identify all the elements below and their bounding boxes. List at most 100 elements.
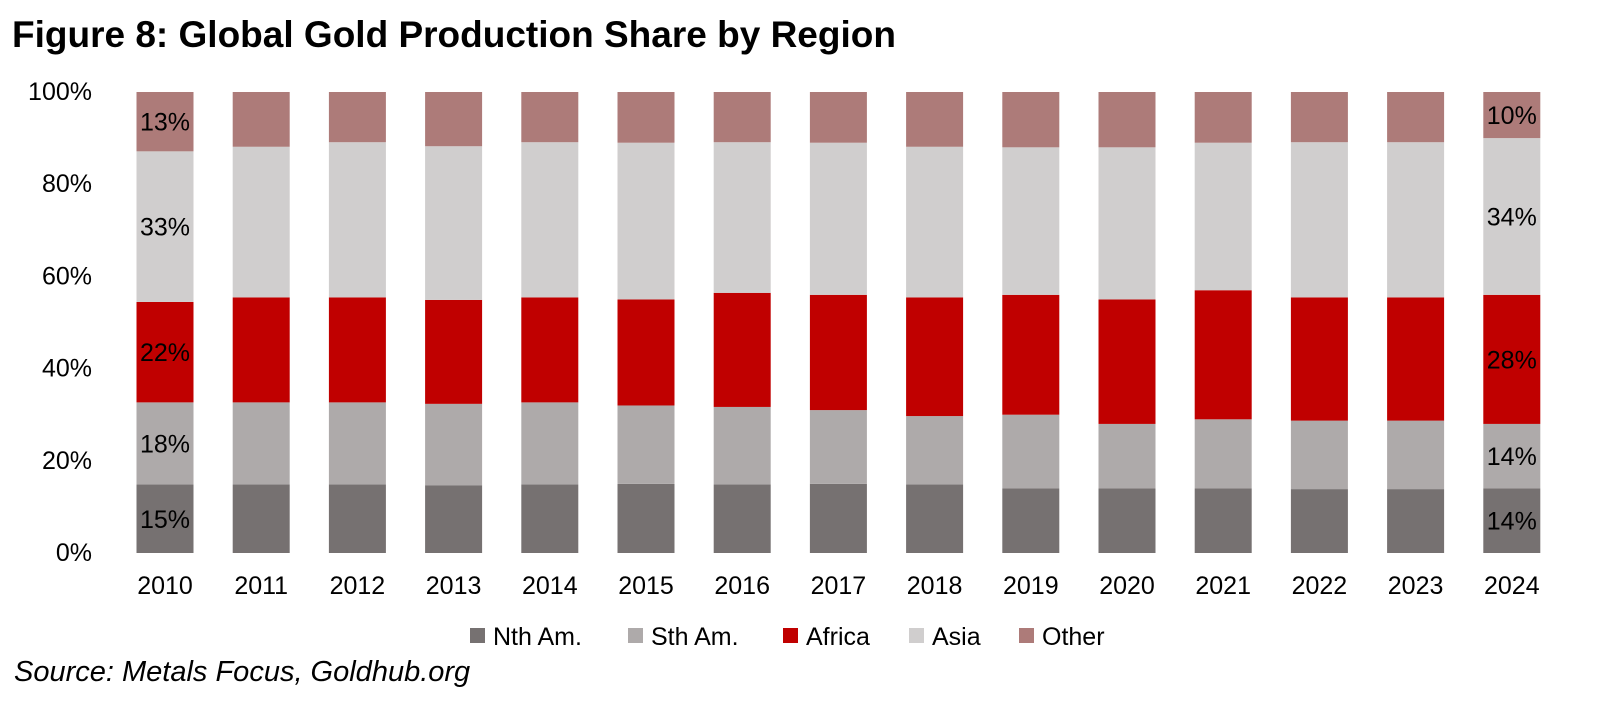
data-label-africa-2024: 28% xyxy=(1487,346,1537,374)
bar-segment-nth-am-2019 xyxy=(1002,488,1060,553)
bar-segment-africa-2013 xyxy=(425,299,483,404)
bar-segment-other-2018 xyxy=(906,92,964,147)
y-tick-label: 0% xyxy=(56,539,92,567)
data-labels: 15% 18% 22% 33% 13% 14% 14% 28% 34% 10% xyxy=(140,102,1537,536)
legend-label-asia: Asia xyxy=(932,623,981,651)
data-label-nth-am-2010: 15% xyxy=(140,506,190,534)
bar-segment-nth-am-2016 xyxy=(713,484,771,553)
bar-segment-nth-am-2012 xyxy=(328,484,386,553)
y-axis: 0% 20% 40% 60% 80% 100% xyxy=(28,78,92,567)
source-note: Source: Metals Focus, Goldhub.org xyxy=(14,656,471,688)
x-tick-label: 2020 xyxy=(1099,572,1155,600)
legend-label-nth-am: Nth Am. xyxy=(493,623,582,651)
bar-segment-asia-2016 xyxy=(713,142,771,293)
bar-segment-sth-am-2017 xyxy=(809,410,867,484)
legend: Nth Am. Sth Am. Africa Asia Other xyxy=(470,623,1105,651)
x-tick-label: 2012 xyxy=(330,572,386,600)
bar-segment-africa-2021 xyxy=(1194,290,1252,420)
bar-segment-africa-2024 xyxy=(1483,294,1541,424)
data-label-africa-2010: 22% xyxy=(140,339,190,367)
bar-segment-sth-am-2011 xyxy=(232,402,290,485)
bar-segment-africa-2010 xyxy=(136,301,194,403)
bar-segment-sth-am-2016 xyxy=(713,406,771,485)
bar-segment-sth-am-2018 xyxy=(906,416,964,485)
bar-segment-asia-2014 xyxy=(521,142,579,298)
bar-segment-sth-am-2024 xyxy=(1483,423,1541,489)
bar-segment-africa-2016 xyxy=(713,292,771,407)
bar-segment-africa-2011 xyxy=(232,297,290,403)
x-tick-label: 2015 xyxy=(618,572,674,600)
bar-segment-other-2022 xyxy=(1290,92,1348,143)
bar-segment-other-2010 xyxy=(136,92,194,152)
bar-segment-asia-2011 xyxy=(232,146,290,298)
bar-segment-africa-2020 xyxy=(1098,299,1156,424)
bar-segment-asia-2013 xyxy=(425,146,483,300)
bar-segment-other-2017 xyxy=(809,92,867,143)
bar-segment-nth-am-2023 xyxy=(1387,489,1445,553)
bar-segment-sth-am-2010 xyxy=(136,402,194,485)
bar-segment-other-2019 xyxy=(1002,92,1060,148)
bar-segment-other-2023 xyxy=(1387,92,1445,143)
y-tick-label: 20% xyxy=(42,447,92,475)
bar-segment-africa-2017 xyxy=(809,294,867,411)
x-tick-label: 2017 xyxy=(811,572,867,600)
x-tick-label: 2016 xyxy=(714,572,770,600)
bar-segment-sth-am-2022 xyxy=(1290,420,1348,490)
x-tick-label: 2010 xyxy=(137,572,193,600)
legend-swatch-nth-am xyxy=(470,628,485,643)
bar-segment-africa-2022 xyxy=(1290,297,1348,421)
data-label-sth-am-2024: 14% xyxy=(1487,443,1537,471)
data-label-other-2010: 13% xyxy=(140,109,190,137)
bar-segment-asia-2019 xyxy=(1002,147,1060,295)
bar-segment-asia-2010 xyxy=(136,151,194,302)
bar-segment-nth-am-2014 xyxy=(521,484,579,553)
data-label-nth-am-2024: 14% xyxy=(1487,508,1537,536)
bar-segment-sth-am-2012 xyxy=(328,402,386,485)
bar-segment-africa-2023 xyxy=(1387,297,1445,421)
bar-segment-nth-am-2010 xyxy=(136,484,194,553)
bar-segment-sth-am-2021 xyxy=(1194,419,1252,489)
y-tick-label: 80% xyxy=(42,170,92,198)
legend-swatch-asia xyxy=(909,628,924,643)
bar-segment-other-2020 xyxy=(1098,92,1156,148)
x-tick-label: 2022 xyxy=(1292,572,1348,600)
bar-segment-other-2011 xyxy=(232,92,290,147)
bar-segment-africa-2019 xyxy=(1002,294,1060,415)
bar-segment-nth-am-2018 xyxy=(906,484,964,553)
legend-label-other: Other xyxy=(1042,623,1105,651)
legend-label-africa: Africa xyxy=(806,623,870,651)
bar-segment-africa-2015 xyxy=(617,299,675,406)
x-tick-label: 2018 xyxy=(907,572,963,600)
bar-segment-nth-am-2022 xyxy=(1290,489,1348,553)
bar-segment-asia-2012 xyxy=(328,142,386,298)
bar-segment-other-2015 xyxy=(617,92,675,143)
bar-segment-asia-2017 xyxy=(809,142,867,295)
bar-segment-other-2021 xyxy=(1194,92,1252,143)
bar-segment-sth-am-2020 xyxy=(1098,423,1156,489)
bar-segment-sth-am-2019 xyxy=(1002,414,1060,489)
bar-segment-sth-am-2013 xyxy=(425,403,483,486)
x-tick-label: 2023 xyxy=(1388,572,1444,600)
bar-segment-nth-am-2017 xyxy=(809,483,867,553)
legend-label-sth-am: Sth Am. xyxy=(651,623,739,651)
legend-swatch-africa xyxy=(783,628,798,643)
data-label-other-2024: 10% xyxy=(1487,102,1537,130)
bar-segment-nth-am-2024 xyxy=(1483,488,1541,553)
bar-segment-asia-2020 xyxy=(1098,147,1156,300)
data-label-asia-2024: 34% xyxy=(1487,203,1537,231)
bar-segment-sth-am-2015 xyxy=(617,405,675,484)
x-tick-label: 2021 xyxy=(1195,572,1251,600)
bar-segment-nth-am-2020 xyxy=(1098,488,1156,553)
bar-segment-africa-2018 xyxy=(906,297,964,417)
bar-segment-other-2016 xyxy=(713,92,771,143)
legend-swatch-other xyxy=(1019,628,1034,643)
bar-segment-sth-am-2023 xyxy=(1387,420,1445,490)
x-tick-label: 2014 xyxy=(522,572,578,600)
bar-segment-other-2013 xyxy=(425,92,483,147)
bar-segment-nth-am-2015 xyxy=(617,483,675,553)
bar-segment-other-2024 xyxy=(1483,92,1541,139)
bar-segment-africa-2014 xyxy=(521,297,579,403)
y-tick-label: 100% xyxy=(28,78,92,106)
bar-segment-nth-am-2021 xyxy=(1194,488,1252,553)
